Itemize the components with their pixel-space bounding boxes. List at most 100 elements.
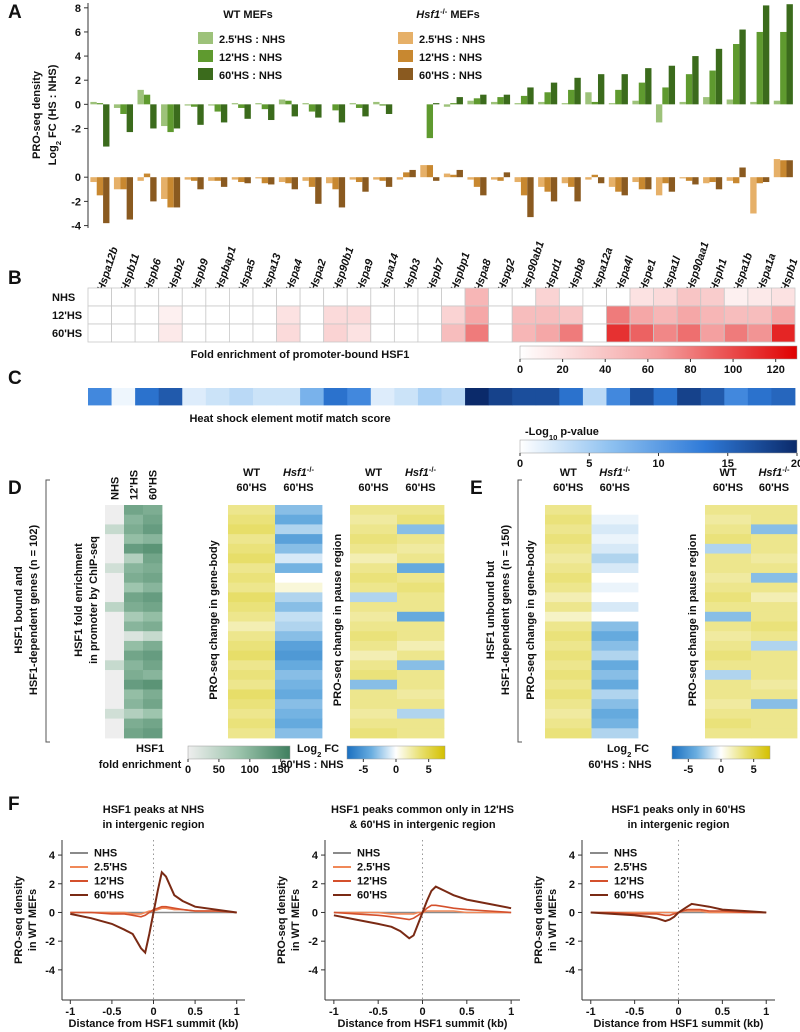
colorbar-label-part: 10 [549, 433, 558, 442]
profile-line [590, 902, 767, 923]
heatmap-cell [143, 611, 163, 622]
heatmap-cell [397, 679, 445, 690]
colorbar-tick-label: 5 [426, 764, 432, 776]
gene-label: Hsp90b1 [331, 246, 357, 293]
heatmap-cell [705, 631, 752, 642]
bar [244, 104, 251, 119]
heatmap-cell [105, 650, 125, 661]
x-tick-label: 1 [763, 1006, 769, 1018]
bar [527, 87, 534, 105]
gene-label: Hspb3 [402, 257, 424, 293]
bar [120, 177, 127, 190]
heatmap-cell [751, 679, 798, 690]
gene-label: Hspb7 [425, 256, 447, 293]
gene-label: Hspa4l [614, 254, 637, 293]
heatmap-cell [143, 670, 163, 681]
heatmap-cell [275, 718, 323, 729]
bar [645, 68, 652, 105]
y-tick-label: 4 [312, 850, 319, 862]
gene-label: Hspa14 [378, 252, 402, 293]
heatmap-cell [393, 287, 419, 307]
y-axis-label: PRO-seq density [31, 70, 43, 159]
heatmap-cell [134, 305, 160, 325]
bar [550, 82, 558, 105]
bar [113, 177, 121, 190]
heatmap-cell [705, 514, 752, 525]
bar [561, 103, 569, 105]
heatmap-cell [545, 650, 592, 661]
legend-title-part: -/- [440, 7, 448, 16]
gene-label: Hspb9 [189, 256, 211, 293]
heatmap-cell [252, 388, 277, 406]
bar [679, 101, 686, 105]
heatmap-cell [350, 718, 398, 729]
heatmap-cell [545, 505, 592, 516]
colorbar [519, 345, 798, 360]
row-label: 12'HS [52, 310, 82, 322]
x-tick-label: -1 [65, 1006, 75, 1018]
legend-label: 60'HS [94, 890, 124, 902]
gene-label: Hspa9 [354, 257, 376, 293]
heatmap-cell [275, 602, 323, 613]
bar [692, 56, 699, 105]
bar [355, 177, 363, 183]
bracket [45, 479, 50, 743]
heatmap-cell [228, 670, 276, 681]
bar [349, 177, 356, 180]
bar [137, 89, 144, 105]
heatmap-cell [653, 323, 678, 343]
bar [426, 165, 434, 178]
bar [443, 104, 451, 107]
bar [621, 74, 628, 105]
bar [739, 167, 746, 178]
gene-label: Hspa1l [661, 254, 684, 293]
column-header: WT [243, 467, 260, 479]
heatmap-cell [299, 323, 325, 343]
heatmap-cell [397, 572, 445, 584]
heatmap-cell [111, 388, 136, 406]
heatmap-cell [350, 670, 398, 681]
colorbar-tick-label: 50 [213, 764, 225, 776]
bar [103, 177, 110, 224]
heatmap-cell [124, 670, 144, 681]
gene-label: Hspb6 [142, 256, 164, 293]
heatmap-cell [606, 305, 631, 325]
heatmap-cell [205, 388, 230, 406]
heatmap-cell [228, 543, 276, 554]
heatmap-cell [747, 323, 772, 343]
heatmap-cell [275, 514, 323, 525]
heatmap-cell [158, 287, 183, 307]
heatmap-cell [559, 388, 584, 406]
heatmap-cell [397, 592, 445, 603]
heatmap-cell [591, 611, 639, 622]
heatmap-cell [143, 553, 163, 564]
heatmap-cell [511, 305, 537, 325]
heatmap-cell [417, 388, 442, 406]
column-header: WT [365, 467, 382, 479]
heatmap-cell [111, 323, 136, 343]
bar [208, 104, 215, 106]
y-tick-label: 2 [312, 879, 318, 891]
bar [379, 104, 386, 106]
heatmap-cell [488, 287, 513, 307]
bar [480, 177, 487, 196]
heatmap-cell [465, 388, 490, 406]
x-tick-label: -0.5 [102, 1006, 121, 1018]
heatmap-cell [705, 611, 752, 622]
bar [692, 177, 699, 185]
panel-label: C [8, 368, 22, 389]
bar [490, 101, 498, 105]
bar [467, 100, 474, 105]
heatmap-cell [181, 323, 207, 343]
bar [197, 104, 204, 125]
bar [173, 177, 181, 208]
legend-label: NHS [357, 848, 380, 860]
bar [668, 65, 676, 105]
bar [332, 104, 339, 111]
heatmap-cell [124, 631, 144, 642]
heatmap-cell [511, 287, 537, 307]
heatmap-cell [105, 670, 125, 681]
heatmap-cell [350, 611, 398, 622]
heatmap-cell [228, 708, 276, 719]
x-tick-label: 0 [419, 1006, 425, 1018]
